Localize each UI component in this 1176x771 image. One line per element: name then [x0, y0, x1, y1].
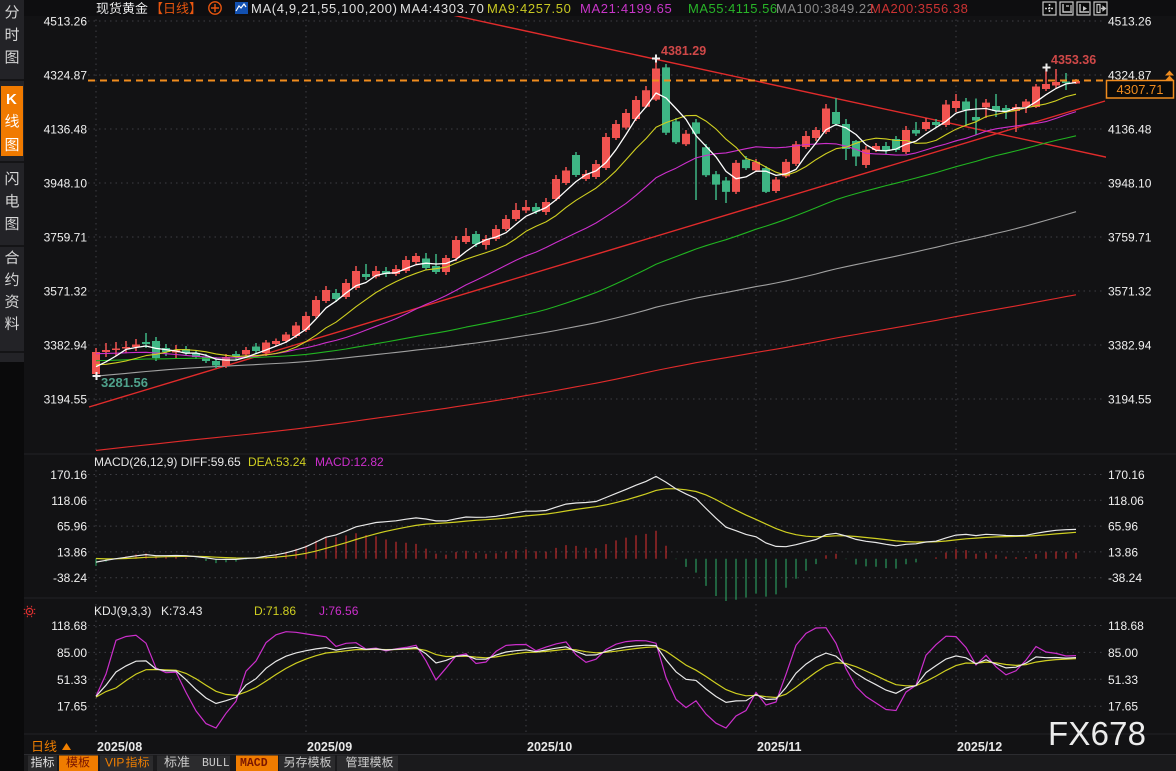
svg-text:3759.71: 3759.71	[1108, 231, 1152, 245]
svg-text:4324.87: 4324.87	[44, 69, 88, 83]
svg-text:2025/10: 2025/10	[527, 740, 572, 754]
svg-text:3948.10: 3948.10	[44, 177, 88, 191]
svg-text:-38.24: -38.24	[53, 571, 87, 585]
svg-text:4324.87: 4324.87	[1108, 69, 1152, 83]
svg-text:KDJ(9,3,3): KDJ(9,3,3)	[94, 604, 151, 618]
svg-text:3948.10: 3948.10	[1108, 177, 1152, 191]
svg-text:MA21:4199.65: MA21:4199.65	[580, 1, 672, 16]
svg-text:118.68: 118.68	[1108, 619, 1144, 633]
svg-text:MACD: MACD	[240, 757, 268, 770]
svg-text:65.96: 65.96	[1108, 520, 1138, 534]
svg-text:MA9:4257.50: MA9:4257.50	[487, 1, 571, 16]
svg-text:13.86: 13.86	[1108, 545, 1138, 559]
svg-text:-38.24: -38.24	[1108, 571, 1142, 585]
svg-text:2025/12: 2025/12	[957, 740, 1002, 754]
svg-text:4381.29: 4381.29	[661, 44, 706, 58]
svg-text:K:73.43: K:73.43	[161, 604, 203, 618]
svg-text:4513.26: 4513.26	[1108, 15, 1152, 29]
svg-text:MACD(26,12,9) DIFF:59.65: MACD(26,12,9) DIFF:59.65	[94, 455, 241, 469]
svg-text:K: K	[6, 91, 17, 108]
svg-text:65.96: 65.96	[57, 520, 87, 534]
svg-text:4136.48: 4136.48	[44, 123, 88, 137]
svg-text:17.65: 17.65	[57, 700, 87, 714]
svg-text:3571.32: 3571.32	[1108, 285, 1152, 299]
svg-text:170.16: 170.16	[1108, 468, 1145, 482]
svg-text:3382.94: 3382.94	[1108, 339, 1152, 353]
svg-text:118.06: 118.06	[51, 494, 87, 508]
svg-text:VIP: VIP	[105, 756, 124, 770]
svg-text:3571.32: 3571.32	[44, 285, 88, 299]
svg-text:MA100:3849.22: MA100:3849.22	[776, 1, 874, 16]
svg-text:118.06: 118.06	[1108, 494, 1144, 508]
svg-text:MACD:12.82: MACD:12.82	[315, 455, 384, 469]
svg-text:85.00: 85.00	[1108, 646, 1138, 660]
svg-text:2025/11: 2025/11	[757, 740, 802, 754]
svg-text:FX678: FX678	[1048, 715, 1146, 752]
svg-text:3281.56: 3281.56	[101, 375, 148, 390]
svg-text:2025/08: 2025/08	[97, 740, 142, 754]
svg-text:4353.36: 4353.36	[1051, 53, 1096, 67]
svg-text:13.86: 13.86	[57, 545, 87, 559]
svg-text:3194.55: 3194.55	[44, 393, 88, 407]
svg-text:3759.71: 3759.71	[44, 231, 88, 245]
svg-text:D:71.86: D:71.86	[254, 604, 296, 618]
svg-text:DEA:53.24: DEA:53.24	[248, 455, 306, 469]
svg-text:51.33: 51.33	[57, 673, 87, 687]
svg-text:3382.94: 3382.94	[44, 339, 88, 353]
svg-text:MA55:4115.56: MA55:4115.56	[688, 1, 778, 16]
svg-text:2025/09: 2025/09	[307, 740, 352, 754]
svg-text:4136.48: 4136.48	[1108, 123, 1152, 137]
svg-text:J:76.56: J:76.56	[319, 604, 359, 618]
svg-text:17.65: 17.65	[1108, 700, 1138, 714]
svg-text:3194.55: 3194.55	[1108, 393, 1152, 407]
svg-text:118.68: 118.68	[51, 619, 87, 633]
svg-text:51.33: 51.33	[1108, 673, 1138, 687]
svg-text:MA(4,9,21,55,100,200): MA(4,9,21,55,100,200)	[251, 1, 398, 16]
svg-text:4513.26: 4513.26	[44, 15, 88, 29]
svg-text:MA200:3556.38: MA200:3556.38	[870, 1, 968, 16]
svg-text:MA4:4303.70: MA4:4303.70	[400, 1, 484, 16]
svg-text:85.00: 85.00	[57, 646, 87, 660]
svg-text:170.16: 170.16	[50, 468, 87, 482]
svg-text:4307.71: 4307.71	[1117, 82, 1164, 97]
svg-text:BULL: BULL	[202, 757, 230, 770]
